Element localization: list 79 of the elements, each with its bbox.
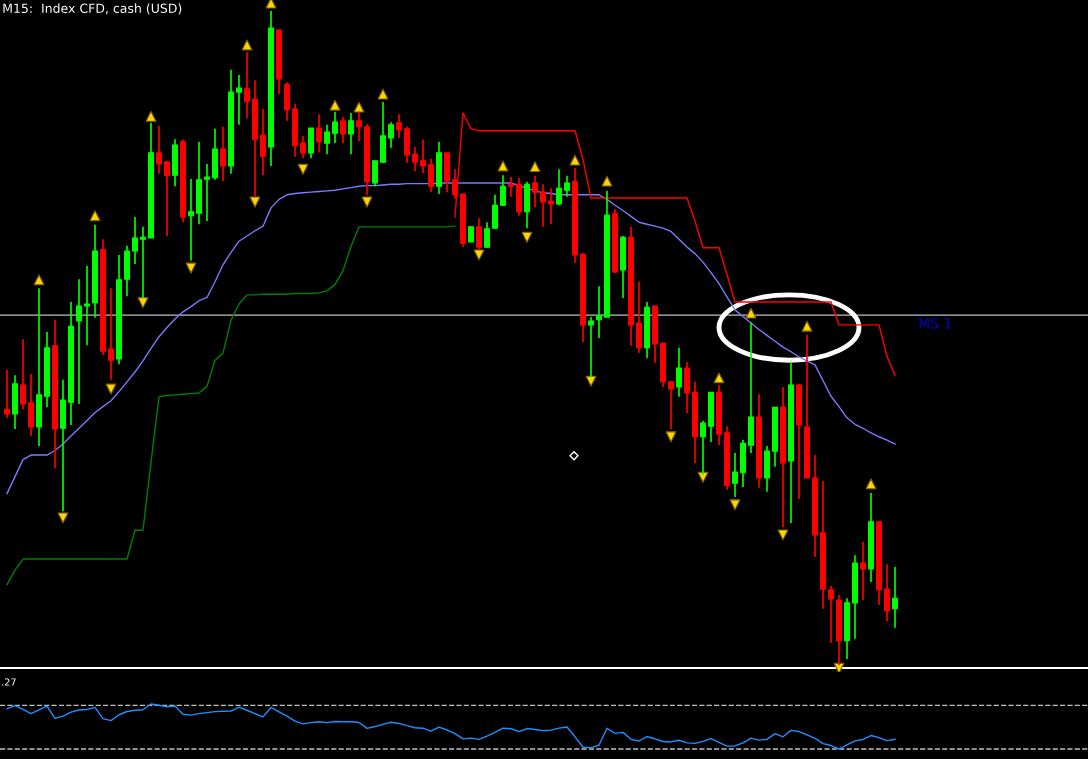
candlestick	[540, 183, 546, 228]
point	[521, 231, 533, 243]
point	[249, 196, 261, 208]
candlestick	[140, 225, 146, 299]
point	[801, 320, 813, 332]
candlestick	[476, 217, 482, 251]
point	[777, 529, 789, 541]
point	[137, 297, 149, 309]
point	[185, 262, 197, 274]
point	[865, 478, 877, 490]
candlestick	[348, 112, 354, 156]
candlestick	[860, 541, 866, 602]
ref-line-label: MS 1	[919, 318, 951, 329]
candlestick	[156, 125, 162, 175]
candlestick	[132, 216, 138, 265]
candlestick	[484, 221, 490, 249]
candlestick	[84, 265, 90, 347]
point	[33, 274, 45, 286]
candlestick	[300, 135, 306, 159]
candlestick	[588, 316, 594, 379]
candlestick	[316, 113, 322, 154]
candlestick	[564, 174, 570, 198]
candlestick	[108, 287, 114, 381]
point	[377, 88, 389, 100]
candlestick	[668, 380, 674, 430]
candlestick	[76, 278, 82, 405]
candlestick	[548, 187, 554, 226]
candlestick	[420, 139, 426, 175]
candlestick	[20, 338, 26, 411]
point	[57, 512, 69, 524]
point	[665, 431, 677, 443]
candlestick	[532, 174, 538, 209]
candlestick	[676, 346, 682, 398]
point	[569, 154, 581, 166]
point	[105, 383, 117, 395]
candlestick	[220, 125, 226, 182]
candlestick	[4, 369, 10, 419]
candlestick	[396, 113, 402, 139]
candlestick	[500, 174, 506, 207]
point	[265, 0, 277, 9]
candlestick	[884, 563, 890, 623]
candlestick	[260, 108, 266, 176]
point	[601, 175, 613, 187]
candlestick	[412, 146, 418, 173]
point	[529, 161, 541, 173]
candlestick	[332, 110, 338, 144]
candlestick	[324, 123, 330, 156]
candlestick	[732, 452, 738, 498]
point	[713, 372, 725, 384]
candlestick	[596, 285, 602, 339]
candlestick	[372, 159, 378, 188]
point	[329, 99, 341, 111]
chart-title: M15: Index CFD, cash (USD)	[3, 3, 182, 15]
candlestick	[828, 585, 834, 644]
candlestick	[556, 168, 562, 207]
candlestick	[492, 193, 498, 230]
candlestick	[892, 566, 898, 629]
candlestick	[388, 121, 394, 149]
point	[89, 210, 101, 222]
point	[745, 307, 757, 319]
candlestick	[188, 178, 194, 262]
point	[497, 160, 509, 172]
candlestick	[700, 420, 706, 476]
point	[241, 39, 253, 51]
text: .27	[2, 678, 16, 686]
point	[297, 163, 309, 175]
candlestick	[340, 116, 346, 144]
candlestick	[164, 159, 170, 237]
candlestick	[428, 157, 434, 193]
candlestick	[236, 74, 242, 126]
candlestick	[244, 51, 250, 120]
point	[145, 110, 157, 122]
point	[361, 196, 373, 208]
candlestick	[508, 176, 514, 198]
point	[353, 101, 365, 113]
point	[729, 499, 741, 511]
candlestick	[204, 163, 210, 222]
point	[473, 249, 485, 261]
candlestick	[356, 110, 362, 142]
